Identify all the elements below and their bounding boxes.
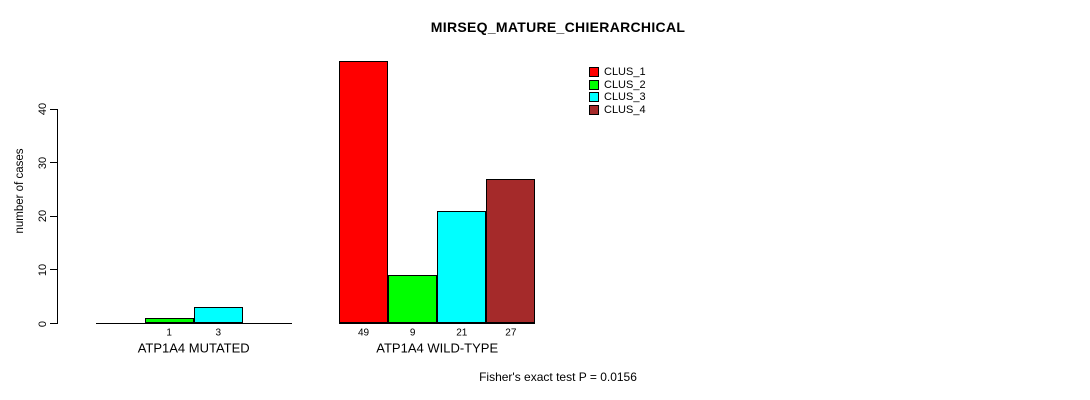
y-axis-tick — [49, 162, 57, 164]
group-baseline — [95, 323, 292, 324]
group-baseline — [339, 323, 536, 324]
legend-label: CLUS_3 — [604, 91, 646, 104]
bar-value-label: 27 — [505, 327, 517, 339]
bar-clus_4-wildtype — [486, 178, 536, 324]
bar-clus_3-mutated — [193, 307, 243, 324]
group-label: ATP1A4 WILD-TYPE — [376, 340, 499, 356]
bar-clus_2-mutated — [144, 318, 194, 324]
bar-clus_1-wildtype — [339, 60, 389, 324]
legend-row: CLUS_1 — [589, 66, 646, 78]
legend-label: CLUS_1 — [604, 66, 646, 78]
legend: CLUS_1 CLUS_2 CLUS_3 CLUS_4 — [589, 67, 646, 117]
chart-title: MIRSEQ_MATURE_CHIERARCHICAL — [430, 19, 686, 35]
bar-value-label: 1 — [166, 327, 172, 339]
legend-row: CLUS_3 — [589, 91, 646, 104]
y-axis-label: number of cases — [14, 148, 26, 234]
y-axis-tick — [49, 269, 57, 271]
y-axis-tick-label: 30 — [37, 156, 49, 169]
legend-swatch-clus_1 — [589, 67, 599, 77]
bar-clus_3-wildtype — [437, 210, 487, 324]
y-axis-tick-label: 20 — [37, 210, 49, 223]
legend-label: CLUS_2 — [604, 78, 646, 91]
bar-value-label: 9 — [409, 327, 416, 339]
bar-value-label: 49 — [357, 327, 370, 339]
legend-swatch-clus_4 — [589, 104, 599, 115]
legend-row: CLUS_2 — [589, 78, 646, 91]
legend-label: CLUS_4 — [604, 103, 646, 116]
fisher-test-footnote: Fisher's exact test P = 0.0156 — [479, 370, 637, 384]
y-axis-tick-label: 10 — [37, 263, 49, 276]
legend-row: CLUS_4 — [589, 103, 646, 116]
legend-swatch-clus_2 — [589, 79, 599, 90]
bar-value-label: 21 — [456, 327, 468, 339]
y-axis-tick — [49, 108, 57, 110]
bar-clus_2-wildtype — [388, 275, 438, 324]
legend-swatch-clus_3 — [589, 92, 599, 103]
y-axis-tick-label: 40 — [37, 102, 49, 116]
y-axis-tick — [49, 215, 57, 217]
group-label: ATP1A4 MUTATED — [137, 340, 250, 356]
y-axis-line — [56, 109, 58, 324]
bar-value-label: 3 — [215, 327, 222, 339]
y-axis-tick-label: 0 — [37, 320, 49, 327]
y-axis-tick — [49, 323, 57, 324]
